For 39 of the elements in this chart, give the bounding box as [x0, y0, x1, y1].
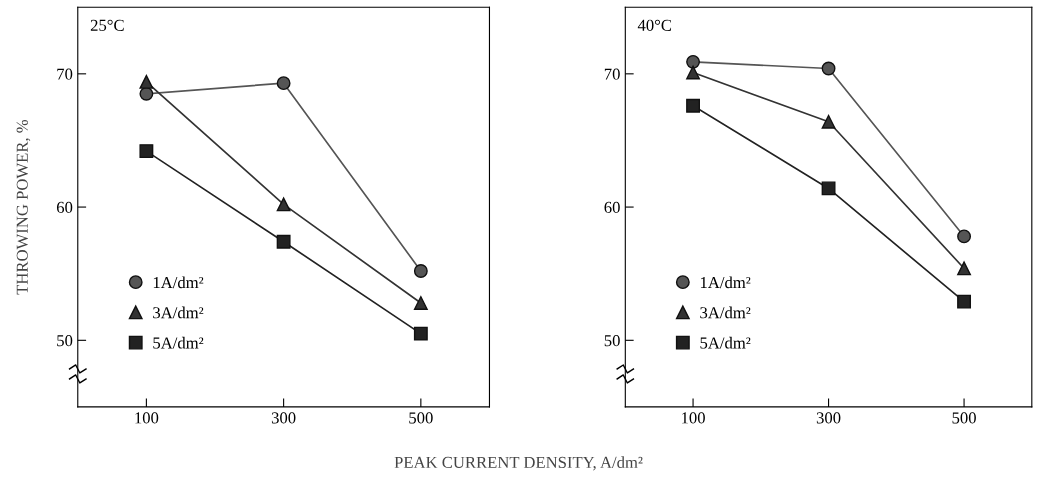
x-tick-label: 500 — [952, 412, 976, 424]
x-tick-label: 300 — [271, 412, 296, 424]
point — [413, 264, 428, 278]
y-tick-label: 70 — [57, 68, 73, 80]
y-tick-label: 60 — [56, 201, 73, 214]
legend-label: 3A/dm² — [700, 306, 751, 319]
point — [957, 229, 972, 244]
point — [821, 114, 836, 129]
text: 40°C — [637, 19, 672, 31]
x-tick-label: 100 — [135, 412, 159, 424]
legend-label: 5A/dm² — [700, 336, 751, 349]
x-tick-label: 500 — [409, 412, 433, 424]
x-axis-title: PEAK CURRENT DENSITY, A/dm² — [394, 456, 643, 471]
point — [957, 261, 972, 276]
text: 25°C — [90, 19, 124, 31]
x-tick-label: 100 — [682, 412, 705, 424]
point — [276, 76, 291, 91]
point — [957, 294, 972, 309]
point — [686, 54, 701, 69]
y-tick-label: 60 — [604, 201, 620, 214]
y-axis-title: THROWING POWER, % — [16, 119, 31, 295]
legend-label: 1A/dm² — [700, 276, 751, 289]
point — [139, 144, 154, 159]
point — [686, 65, 701, 80]
legend-label: 3A/dm² — [153, 306, 204, 319]
point — [276, 197, 291, 212]
y-tick-label: 70 — [604, 68, 620, 80]
legend-label: 5A/dm² — [153, 336, 204, 349]
point — [413, 296, 428, 310]
point — [139, 74, 154, 89]
point — [821, 181, 836, 196]
legend-label: 1A/dm² — [153, 276, 204, 289]
point — [413, 326, 428, 341]
point — [686, 98, 701, 113]
point — [821, 61, 836, 76]
point — [276, 234, 291, 249]
y-tick-label: 50 — [57, 335, 73, 347]
x-tick-label: 300 — [816, 412, 841, 424]
y-tick-label: 50 — [604, 335, 620, 347]
